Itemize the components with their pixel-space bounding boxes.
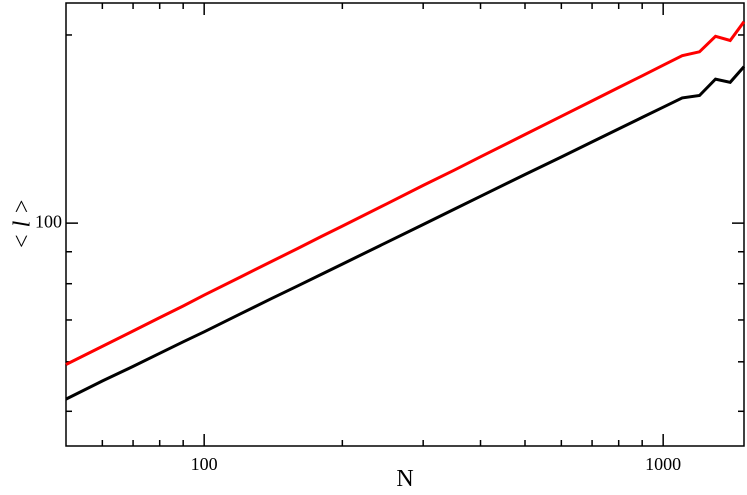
plot-frame [65,2,745,447]
y-axis-label: < l > [10,198,36,249]
x-tick-label: 1000 [645,454,681,474]
data-line [65,65,746,401]
x-axis-label: N [396,466,413,492]
x-tick-label: 100 [191,454,218,474]
data-line [65,20,746,366]
y-tick-label: 100 [35,211,62,231]
